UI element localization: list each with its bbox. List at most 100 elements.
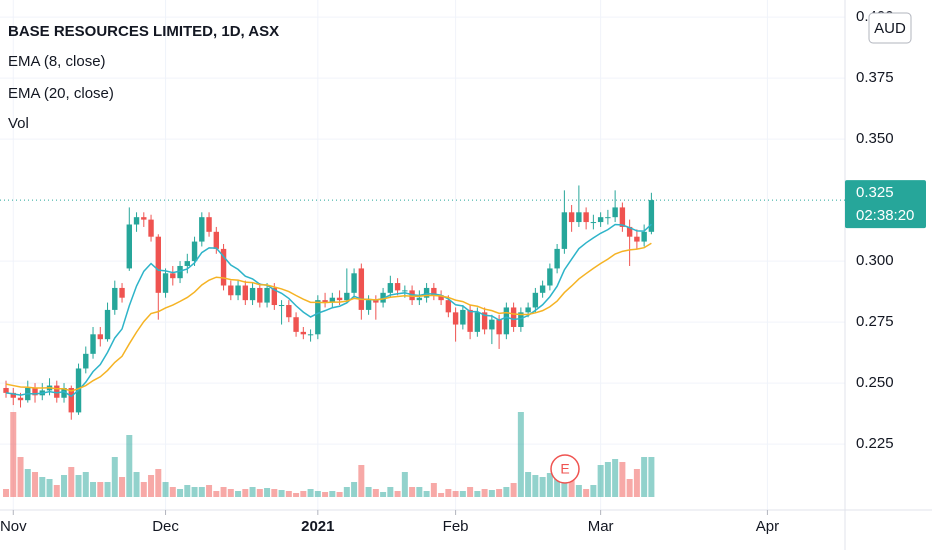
candle-body	[199, 217, 205, 242]
candle-body	[358, 268, 365, 310]
volume-bar	[206, 485, 213, 497]
candle-body	[605, 217, 611, 219]
volume-bar	[68, 467, 75, 497]
candle-body	[141, 217, 147, 220]
x-tick-label: Apr	[756, 518, 779, 535]
volume-bar	[162, 482, 169, 497]
candle-body	[597, 217, 604, 223]
candles	[3, 185, 655, 420]
volume-bar	[438, 493, 445, 497]
candle-body	[344, 292, 350, 301]
volume-bar	[416, 487, 423, 497]
candle-body	[54, 385, 60, 398]
volume-bar	[459, 491, 466, 497]
candle-body	[191, 241, 198, 262]
candle-body	[220, 248, 227, 286]
x-tick-label: Feb	[443, 518, 469, 535]
volume-bar	[97, 482, 104, 497]
candle-body	[641, 231, 647, 242]
candle-body	[402, 290, 408, 292]
volume-bar	[264, 488, 271, 497]
candle-body	[264, 287, 270, 303]
volume-bar	[285, 491, 292, 497]
candle-body	[510, 307, 517, 327]
candle-body	[561, 212, 568, 249]
y-tick-label: 0.350	[856, 130, 894, 147]
volume-bar	[75, 475, 82, 497]
y-tick-label: 0.225	[856, 435, 894, 452]
volume-bar	[626, 479, 633, 497]
legend: BASE RESOURCES LIMITED, 1D, ASX EMA (8, …	[8, 23, 279, 132]
candle-body	[242, 285, 249, 301]
volume-bar	[619, 462, 626, 497]
candle-body	[387, 283, 394, 293]
candle-body	[568, 212, 575, 223]
candle-body	[481, 312, 488, 330]
candle-body	[177, 265, 183, 279]
candle-body	[503, 307, 510, 335]
volume-bar	[90, 482, 97, 497]
volume-bar	[32, 472, 39, 497]
candle-body	[489, 319, 495, 330]
candle-body	[373, 300, 379, 303]
volume-pane	[3, 412, 655, 497]
volume-bar	[184, 485, 191, 497]
currency-label[interactable]: AUD	[874, 20, 906, 37]
volume-bar	[409, 487, 416, 497]
volume-bar	[597, 465, 604, 497]
candle-body	[576, 212, 582, 223]
candle-body	[83, 353, 89, 369]
volume-bar	[177, 489, 184, 497]
candle-body	[365, 300, 372, 310]
last-price-box	[845, 180, 926, 229]
volume-bar	[140, 482, 147, 497]
volume-bar	[517, 412, 524, 497]
symbol-title: BASE RESOURCES LIMITED, 1D, ASX	[8, 23, 279, 40]
candle-body	[583, 212, 589, 223]
candle-body	[416, 297, 423, 301]
volume-bar	[648, 457, 655, 497]
candle-body	[518, 312, 524, 327]
volume-bar	[307, 489, 314, 497]
volume-bar	[104, 482, 111, 497]
candle-body	[336, 297, 343, 301]
volume-bar	[249, 487, 256, 497]
volume-bar	[235, 491, 242, 497]
volume-bar	[10, 412, 17, 497]
volume-bar	[351, 482, 358, 497]
y-tick-label: 0.250	[856, 374, 894, 391]
candle-body	[271, 287, 278, 306]
volume-bar	[546, 473, 553, 497]
candle-body	[68, 387, 74, 413]
ema-line	[5, 223, 652, 398]
x-tick-label: Nov	[0, 518, 27, 535]
candle-body	[104, 309, 111, 340]
candle-body	[133, 217, 140, 225]
candle-body	[119, 287, 125, 298]
candle-body	[97, 334, 103, 340]
candle-body	[547, 268, 553, 286]
candle-body	[307, 334, 314, 336]
candle-body	[206, 217, 212, 232]
earnings-label: E	[560, 461, 569, 477]
candle-body	[235, 285, 241, 296]
volume-bar	[525, 472, 532, 497]
legend-ema20: EMA (20, close)	[8, 85, 114, 102]
candle-body	[148, 219, 154, 237]
volume-bar	[314, 491, 321, 497]
labels: 0.2250.2500.2750.3000.3500.3750.400NovDe…	[0, 8, 894, 535]
earnings-marker[interactable]: E	[550, 454, 580, 484]
candle-body	[10, 392, 16, 398]
earnings-circle	[550, 454, 580, 484]
candle-body	[496, 319, 502, 335]
volume-bar	[198, 487, 205, 497]
volume-bar	[148, 475, 155, 497]
y-tick-label: 0.275	[856, 313, 894, 330]
candle-body	[184, 261, 191, 266]
currency-button[interactable]: AUD	[868, 12, 912, 44]
volume-bar	[532, 475, 539, 497]
volume-bar	[481, 489, 488, 497]
volume-bar	[583, 489, 590, 497]
currency-box[interactable]	[868, 12, 912, 44]
